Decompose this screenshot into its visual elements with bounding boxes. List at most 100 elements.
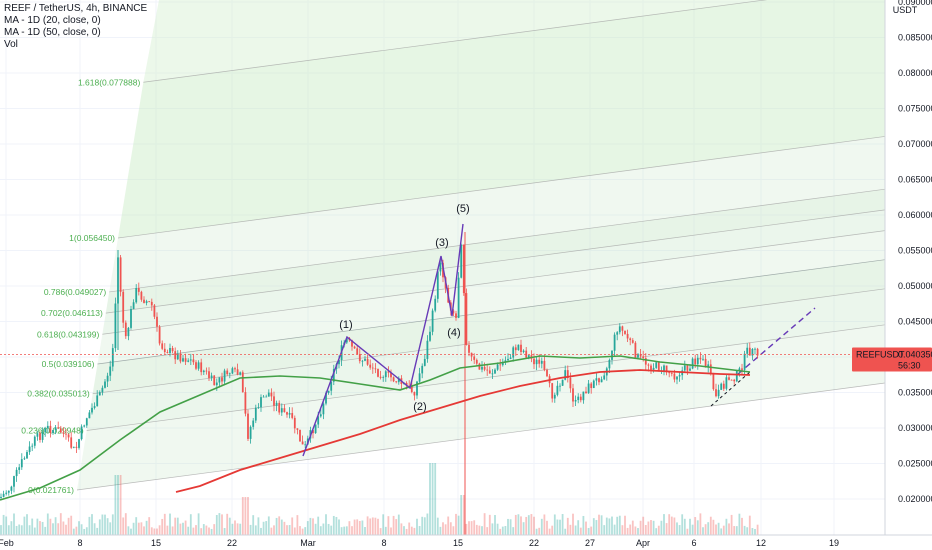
volume-bar	[663, 514, 665, 535]
volume-bar	[106, 518, 109, 535]
ma50-legend[interactable]: MA - 1D (50, close, 0)	[4, 27, 101, 38]
volume-bar	[626, 527, 629, 535]
volume-legend[interactable]: Vol	[4, 39, 18, 50]
volume-bar	[730, 514, 733, 535]
volume-bar	[345, 526, 348, 535]
candle-body	[637, 354, 639, 358]
volume-bar	[751, 528, 754, 535]
volume-bar	[483, 513, 486, 535]
volume-bar	[241, 497, 244, 535]
candle-body	[153, 305, 156, 317]
candle-body	[273, 396, 275, 406]
volume-bar	[405, 528, 408, 535]
volume-bar	[509, 519, 512, 535]
volume-bar	[124, 513, 127, 535]
candle-body	[608, 359, 611, 369]
candle-body	[231, 368, 234, 374]
volume-bar	[80, 524, 83, 535]
candle-body	[439, 262, 442, 272]
volume-bar	[257, 517, 260, 535]
candle-body	[98, 392, 101, 396]
candle-body	[88, 412, 91, 419]
volume-bar	[644, 525, 647, 535]
candle-body	[252, 420, 255, 427]
volume-bar	[579, 527, 582, 535]
volume-bar	[314, 523, 317, 535]
candle-body	[592, 380, 595, 389]
fib-channel: 0(0.021761)0.236(0.029948)0.382(0.035013…	[21, 0, 886, 495]
wave-label: (5)	[456, 203, 469, 215]
volume-bar	[647, 521, 650, 535]
volume-bar	[533, 516, 535, 535]
candle-body	[756, 348, 759, 356]
volume-bar	[709, 516, 712, 535]
fib-zone	[102, 209, 885, 335]
candle-body	[44, 428, 47, 433]
candle-body	[691, 358, 694, 369]
candle-body	[174, 351, 177, 360]
candle-body	[41, 432, 44, 440]
candle-body	[629, 338, 632, 341]
volume-bar	[306, 521, 309, 535]
volume-bar	[639, 520, 642, 535]
volume-bar	[449, 522, 452, 535]
volume-bar	[28, 525, 31, 535]
volume-bar	[171, 526, 174, 535]
fib-line	[109, 188, 886, 293]
volume-bar	[546, 520, 548, 535]
volume-bar	[382, 514, 385, 535]
volume-bar	[101, 514, 104, 535]
volume-bar	[205, 525, 208, 535]
price-badge-countdown: 56:30	[898, 361, 921, 371]
volume-bar	[2, 514, 5, 535]
volume-bar	[668, 514, 671, 535]
volume-bar	[288, 525, 291, 535]
volume-bar	[512, 527, 515, 535]
candle-body	[491, 373, 494, 375]
trend-line	[710, 371, 751, 407]
fib-label: 0.382(0.035013)	[27, 389, 90, 399]
candle-body	[106, 375, 109, 382]
volume-bar	[465, 523, 468, 535]
candle-body	[26, 452, 28, 459]
volume-bar	[83, 528, 86, 535]
volume-bar	[637, 528, 639, 535]
candle-body	[0, 496, 2, 498]
candle-body	[254, 407, 257, 421]
volume-bar	[278, 516, 281, 535]
candle-body	[345, 337, 348, 343]
volume-bar	[163, 513, 166, 535]
volume-bar	[488, 514, 491, 535]
candle-body	[49, 425, 52, 433]
volume-bar	[559, 519, 561, 535]
volume-bar	[468, 521, 470, 535]
volume-bar	[566, 517, 569, 535]
volume-bar	[117, 475, 119, 535]
candle-body	[546, 369, 548, 377]
symbol-title[interactable]: REEF / TetherUS, 4h, BINANCE	[4, 3, 148, 14]
candle-body	[291, 413, 294, 418]
candle-body	[725, 377, 728, 389]
volume-bar	[665, 523, 668, 535]
candle-body	[569, 377, 572, 389]
candle-body	[197, 362, 200, 369]
x-tick-label: 8	[77, 538, 82, 548]
ma20-legend[interactable]: MA - 1D (20, close, 0)	[4, 15, 101, 26]
volume-bar	[208, 527, 210, 535]
wave-label: (1)	[339, 319, 352, 331]
candle-body	[655, 362, 658, 368]
elliott-path	[302, 223, 464, 457]
candle-body	[59, 428, 62, 433]
volume-bar	[592, 518, 595, 535]
candle-body	[119, 257, 122, 292]
candle-body	[140, 291, 143, 300]
volume-bar	[335, 516, 338, 535]
candle-body	[221, 377, 223, 382]
volume-bar	[143, 526, 145, 535]
volume-bar	[179, 523, 182, 535]
candle-body	[176, 353, 179, 360]
candle-body	[418, 373, 421, 382]
wave-label: (4)	[447, 327, 460, 339]
candle-body	[494, 369, 496, 374]
